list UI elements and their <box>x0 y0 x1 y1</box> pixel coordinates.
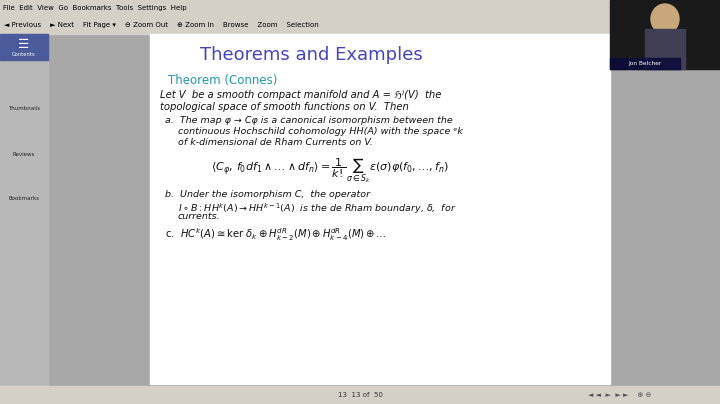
Bar <box>610 0 720 69</box>
Text: continuous Hochschild cohomology HH(A) with the space ᵉk: continuous Hochschild cohomology HH(A) w… <box>178 127 463 136</box>
Text: ☰: ☰ <box>19 38 30 50</box>
Text: of k-dimensional de Rham Currents on V.: of k-dimensional de Rham Currents on V. <box>178 138 373 147</box>
Text: ◄ ◄  ►  ► ►    ⊕ ⊖: ◄ ◄ ► ► ► ⊕ ⊖ <box>588 392 652 398</box>
Ellipse shape <box>651 4 679 34</box>
Text: $I \circ B : HH^k(A) \to HH^{k-1}(A)$  is the de Rham boundary, δ,  for: $I \circ B : HH^k(A) \to HH^{k-1}(A)$ is… <box>178 201 456 216</box>
Text: Contents: Contents <box>12 51 36 57</box>
Text: Jon Belcher: Jon Belcher <box>629 61 662 65</box>
Bar <box>0 34 48 404</box>
Bar <box>645 29 685 69</box>
Text: ◄ Previous    ► Next    Fit Page ▾    ⊖ Zoom Out    ⊕ Zoom In    Browse    Zoom : ◄ Previous ► Next Fit Page ▾ ⊖ Zoom Out … <box>4 22 319 28</box>
Text: Reviews: Reviews <box>13 152 35 156</box>
Bar <box>0 34 48 60</box>
Text: b.  Under the isomorphism C,  the operator: b. Under the isomorphism C, the operator <box>165 190 370 199</box>
Text: 13  13 of  50: 13 13 of 50 <box>338 392 382 398</box>
Bar <box>150 34 610 384</box>
Text: Let V  be a smooth compact manifold and A = ℌ⁾(V)  the: Let V be a smooth compact manifold and A… <box>160 90 441 100</box>
Text: c.  $HC^k(A) \cong \ker\,\delta_k \oplus H^{dR}_{k-2}(M) \oplus H^{dR}_{k-4}(M) : c. $HC^k(A) \cong \ker\,\delta_k \oplus … <box>165 226 387 243</box>
Bar <box>0 0 720 16</box>
Bar <box>0 386 720 404</box>
Text: Bookmarks: Bookmarks <box>9 196 40 202</box>
Text: Theorem (Connes): Theorem (Connes) <box>168 74 277 87</box>
Text: currents.: currents. <box>178 212 220 221</box>
Bar <box>610 58 680 69</box>
Text: a.  The map φ → Cφ is a canonical isomorphism between the: a. The map φ → Cφ is a canonical isomorp… <box>165 116 453 125</box>
Bar <box>0 16 720 34</box>
Text: File  Edit  View  Go  Bookmarks  Tools  Settings  Help: File Edit View Go Bookmarks Tools Settin… <box>3 5 186 11</box>
Text: Thumbnails: Thumbnails <box>8 107 40 112</box>
Text: Theorems and Examples: Theorems and Examples <box>200 46 423 64</box>
Text: topological space of smooth functions on V.  Then: topological space of smooth functions on… <box>160 102 409 112</box>
Text: $\langle C_\varphi,\, f_0 df_1 \wedge \ldots \wedge df_n \rangle = \dfrac{1}{k!}: $\langle C_\varphi,\, f_0 df_1 \wedge \l… <box>211 156 449 185</box>
